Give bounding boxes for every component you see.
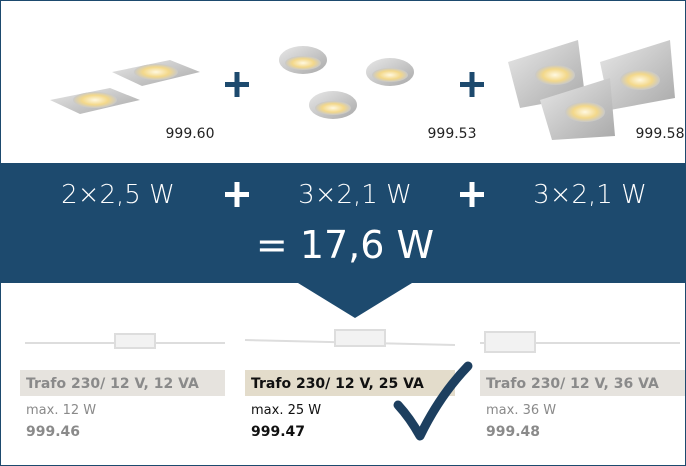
product-code: 999.53 [428,126,477,142]
transformer-name: Trafo 230/ 12 V, 25 VA [251,376,424,392]
transformer-code: 999.46 [26,424,80,440]
transformer-code: 999.48 [486,424,540,440]
wattage: 3×2,1 W [533,180,647,210]
transformer-max: max. 12 W [26,403,96,418]
transformer-name: Trafo 230/ 12 V, 36 VA [486,376,659,392]
infographic: 999.60 999.53 999.58 2×2,5 W 3×2,1 W 3×2… [0,0,686,466]
transformer-max: max. 25 W [251,403,321,418]
wattage: 3×2,1 W [298,180,412,210]
transformer-max: max. 36 W [486,403,556,418]
product-code: 999.58 [636,126,685,142]
wattage: 2×2,5 W [61,180,175,210]
transformer-code: 999.47 [251,424,305,440]
product-code: 999.60 [166,126,215,142]
total: = 17,6 W [256,223,434,267]
transformer-name: Trafo 230/ 12 V, 12 VA [26,376,199,392]
